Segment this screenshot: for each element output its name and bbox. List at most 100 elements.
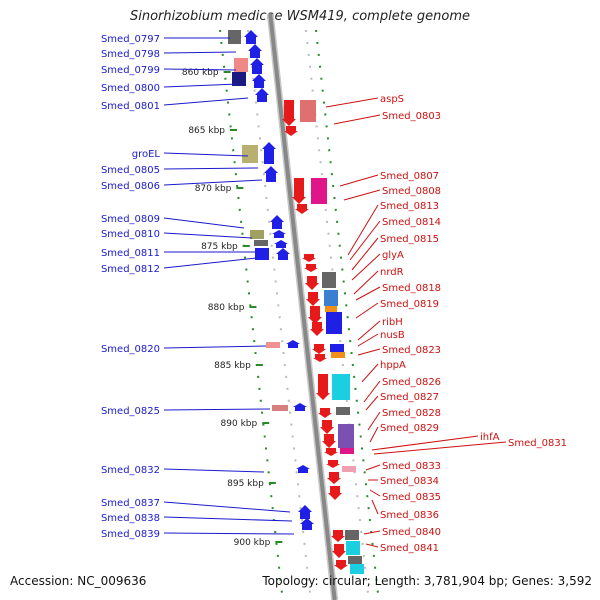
reverse-gene-arrow	[248, 44, 262, 58]
gene-box	[324, 290, 338, 306]
gene-box	[345, 530, 359, 540]
right-gene-label: ihfA	[480, 432, 500, 443]
forward-gene-arrow	[332, 544, 346, 558]
forward-gene-arrow	[308, 306, 322, 324]
right-gene-label: Smed_0834	[380, 476, 439, 487]
right-leader-line	[339, 174, 379, 187]
right-leader-line	[367, 411, 381, 431]
left-gene-label: Smed_0837	[101, 498, 160, 509]
left-leader-line	[163, 345, 267, 349]
forward-gene-arrow	[284, 126, 298, 136]
right-leader-line	[325, 97, 379, 108]
tick-label: 900 kbp	[234, 538, 271, 548]
right-gene-label: Smed_0819	[380, 299, 439, 310]
forward-gene-arrow	[326, 460, 340, 468]
reverse-gene-arrow	[264, 166, 278, 182]
right-leader-line	[363, 380, 381, 403]
right-gene-label: hppA	[380, 360, 406, 371]
left-leader-line	[163, 217, 245, 229]
reverse-gene-arrow	[255, 88, 269, 102]
right-leader-line	[369, 426, 379, 443]
gene-box	[232, 72, 246, 86]
right-leader-line	[351, 253, 381, 281]
right-leader-line	[351, 237, 379, 271]
tick-label: 895 kbp	[227, 479, 264, 489]
tick-label: 875 kbp	[201, 242, 238, 252]
reverse-gene-arrow	[262, 142, 276, 164]
right-gene-label: Smed_0818	[382, 283, 441, 294]
gene-labels: Smed_0797 Smed_0798 Smed_0799 Smed_0800 Smed…	[101, 34, 567, 554]
left-gene-label: Smed_0798	[101, 49, 160, 60]
gene-box	[255, 248, 269, 260]
right-leader-line	[353, 270, 379, 295]
gene-box	[338, 424, 354, 448]
right-leader-line	[333, 114, 381, 125]
left-gene-label: Smed_0811	[101, 248, 160, 259]
reverse-gene-arrow	[250, 58, 264, 74]
gene-box	[266, 342, 280, 348]
right-gene-label: Smed_0833	[382, 461, 441, 472]
genome-backbone	[266, 13, 339, 600]
map-title: Sinorhizobium medicae WSM419, complete g…	[129, 9, 471, 24]
forward-gene-arrow	[302, 254, 316, 262]
forward-gene-arrow	[328, 486, 342, 500]
right-gene-label: Smed_0807	[380, 171, 439, 182]
right-gene-label: Smed_0841	[380, 543, 439, 554]
reverse-gene-arrow	[272, 230, 286, 238]
left-leader-line	[163, 68, 237, 71]
gene-box	[332, 374, 350, 400]
right-leader-line	[349, 220, 381, 261]
forward-gene-arrow	[334, 560, 348, 570]
reverse-gene-arrow	[274, 240, 288, 248]
gene-box	[234, 58, 248, 72]
right-gene-label: Smed_0836	[380, 510, 439, 521]
forward-gene-arrow	[282, 100, 296, 126]
left-gene-label: Smed_0812	[101, 264, 160, 275]
reverse-gene-arrow	[286, 340, 300, 348]
left-gene-label: Smed_0839	[101, 529, 160, 540]
left-leader-line	[163, 51, 237, 54]
right-leader-line	[365, 543, 379, 548]
left-gene-label: groEL	[132, 149, 161, 160]
left-gene-label: Smed_0805	[101, 165, 160, 176]
gene-box	[322, 272, 336, 288]
left-leader-line	[163, 408, 271, 411]
forward-gene-arrow	[324, 448, 338, 456]
left-leader-line	[163, 232, 253, 239]
gene-features	[228, 30, 364, 574]
reverse-gene-arrow	[270, 215, 284, 229]
forward-gene-arrow	[327, 472, 341, 484]
left-gene-label: Smed_0801	[101, 101, 160, 112]
forward-gene-arrow	[331, 530, 345, 542]
gene-box	[272, 405, 288, 411]
right-leader-line	[363, 530, 381, 535]
reverse-gene-arrow	[252, 74, 266, 88]
right-gene-label: Smed_0831	[508, 438, 567, 449]
reverse-gene-arrow	[244, 30, 258, 44]
tick-label: 890 kbp	[221, 419, 258, 429]
right-gene-label: Smed_0828	[382, 408, 441, 419]
right-leader-line	[347, 204, 379, 256]
right-gene-label: nusB	[380, 330, 405, 341]
left-gene-label: Smed_0838	[101, 513, 160, 524]
gene-box	[350, 564, 364, 574]
left-gene-label: Smed_0797	[101, 34, 160, 45]
forward-gene-arrow	[310, 322, 324, 336]
right-gene-label: Smed_0829	[380, 423, 439, 434]
gene-box	[340, 448, 354, 454]
left-leader-line	[163, 516, 293, 522]
kbp-ticks: 860 kbp 865 kbp 870 kbp 875 kbp 880 kbp 885 k…	[182, 68, 283, 548]
gene-box	[342, 466, 356, 472]
left-gene-label: Smed_0820	[101, 344, 160, 355]
right-leader-line	[365, 464, 381, 471]
left-leader-line	[163, 501, 291, 513]
forward-gene-arrow	[322, 434, 336, 448]
right-leader-line	[357, 333, 379, 347]
reverse-gene-arrow	[298, 505, 312, 519]
forward-gene-arrow	[292, 178, 306, 204]
left-gene-label: Smed_0799	[101, 65, 160, 76]
reverse-gene-arrow	[300, 518, 314, 530]
right-gene-label: ribH	[382, 317, 403, 328]
reverse-gene-arrow	[276, 248, 290, 260]
